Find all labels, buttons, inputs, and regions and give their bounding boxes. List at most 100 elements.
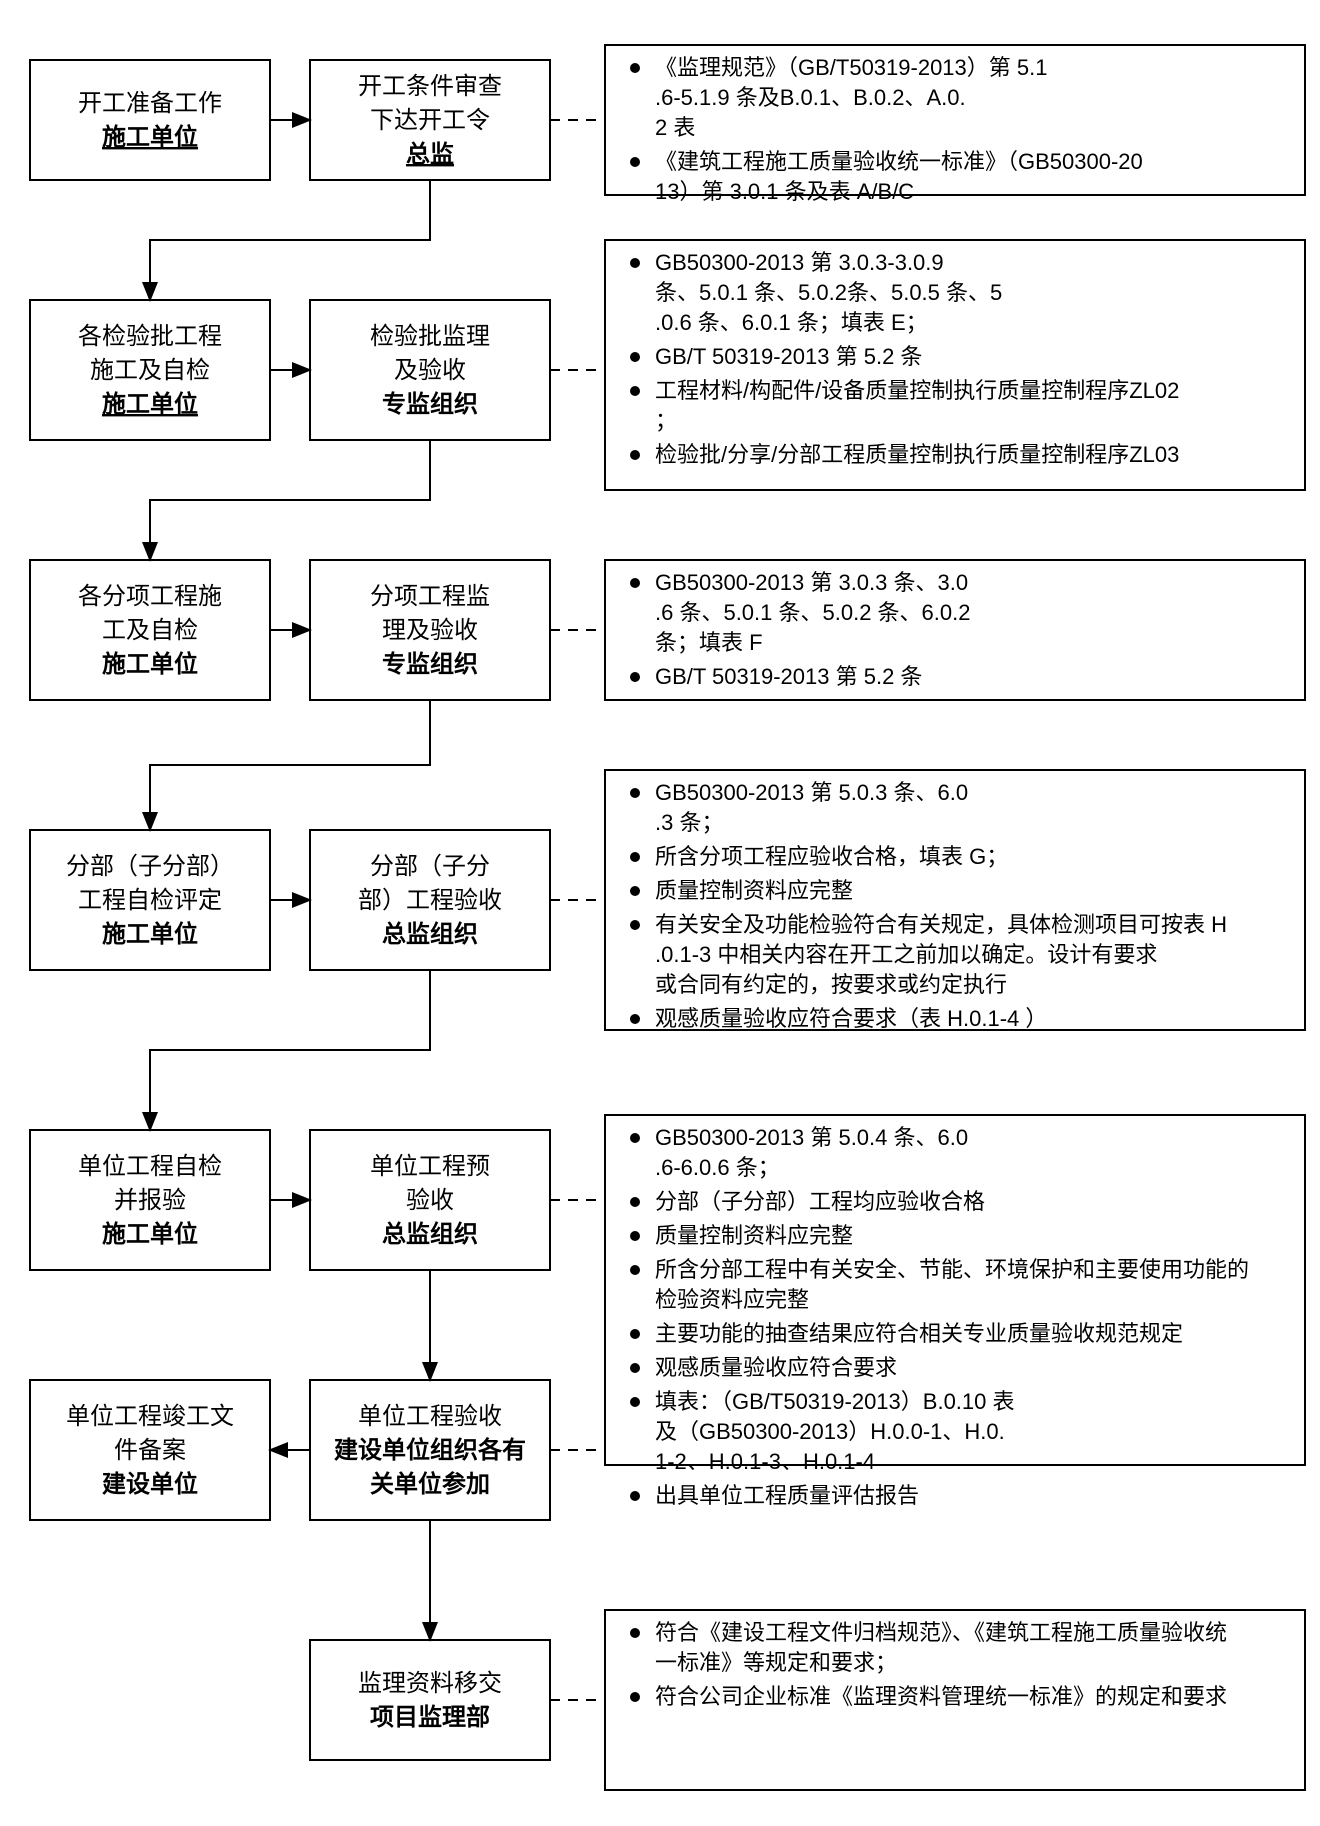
note-text: .6-6.0.6 条； — [655, 1155, 780, 1180]
note-text: 条；填表 F — [655, 630, 763, 655]
node-role: 关单位参加 — [370, 1470, 490, 1498]
note-text: .6-5.1.9 条及B.0.1、B.0.2、A.0. — [655, 85, 966, 110]
node-role: 建设单位 — [102, 1470, 198, 1498]
node-title-line: 下达开工令 — [370, 107, 490, 134]
bullet-icon — [630, 578, 640, 588]
note-text: .6 条、5.0.1 条、5.0.2 条、6.0.2 — [655, 600, 970, 625]
note-text: 质量控制资料应完整 — [655, 878, 853, 903]
note-text: 一标准》等规定和要求； — [655, 1650, 897, 1675]
node-role: 总监 — [406, 140, 454, 168]
node-title-line: 施工及自检 — [90, 357, 210, 384]
note-text: 观感质量验收应符合要求（表 H.0.1-4 ） — [655, 1006, 1047, 1031]
note-text: 填表：（GB/T50319-2013）B.0.10 表 — [655, 1389, 1015, 1414]
arrow — [150, 700, 430, 830]
node-title-line: 工程自检评定 — [78, 887, 222, 914]
note-text: 所含分部工程中有关安全、节能、环境保护和主要使用功能的 — [655, 1257, 1249, 1282]
node-title-line: 并报验 — [114, 1187, 186, 1214]
arrow — [150, 440, 430, 560]
note-text: ； — [655, 408, 677, 433]
note-text: 检验批/分享/分部工程质量控制执行质量控制程序ZL03 — [655, 442, 1179, 467]
bullet-icon — [630, 1397, 640, 1407]
node-title-line: 开工准备工作 — [78, 90, 222, 117]
bullet-icon — [630, 386, 640, 396]
bullet-icon — [630, 788, 640, 798]
note-text: GB/T 50319-2013 第 5.2 条 — [655, 664, 922, 689]
node-title-line: 部）工程验收 — [358, 887, 502, 914]
bullet-icon — [630, 258, 640, 268]
note-text: 《监理规范》（GB/T50319-2013）第 5.1 — [655, 55, 1047, 80]
bullet-icon — [630, 1133, 640, 1143]
node-title-line: 各分项工程施 — [78, 583, 222, 610]
note-text: GB50300-2013 第 3.0.3 条、3.0 — [655, 570, 968, 595]
node-title-line: 检验批监理 — [370, 323, 490, 350]
bullet-icon — [630, 1628, 640, 1638]
bullet-icon — [630, 920, 640, 930]
node-title-line: 工及自检 — [102, 617, 198, 644]
note-text: GB50300-2013 第 5.0.4 条、6.0 — [655, 1125, 968, 1150]
note-text: 《建筑工程施工质量验收统一标准》（GB50300-20 — [655, 149, 1143, 174]
bullet-icon — [630, 1265, 640, 1275]
bullet-icon — [630, 672, 640, 682]
flow-node — [310, 1640, 550, 1760]
bullet-icon — [630, 852, 640, 862]
node-title-line: 开工条件审查 — [358, 73, 502, 100]
node-title-line: 各检验批工程 — [78, 323, 222, 350]
bullet-icon — [630, 1197, 640, 1207]
bullet-icon — [630, 157, 640, 167]
note-text: GB50300-2013 第 3.0.3-3.0.9 — [655, 250, 944, 275]
node-title-line: 单位工程竣工文 — [66, 1403, 234, 1430]
node-role: 总监组织 — [382, 920, 478, 948]
note-text: 工程材料/构配件/设备质量控制执行质量控制程序ZL02 — [655, 378, 1179, 403]
note-text: GB/T 50319-2013 第 5.2 条 — [655, 344, 922, 369]
node-title-line: 分部（子分部） — [66, 853, 234, 880]
note-text: 主要功能的抽查结果应符合相关专业质量验收规范规定 — [655, 1321, 1183, 1346]
note-text: 及（GB50300-2013）H.0.0-1、H.0. — [655, 1419, 1005, 1444]
node-role: 总监组织 — [382, 1220, 478, 1248]
node-title-line: 件备案 — [114, 1437, 186, 1464]
node-role: 施工单位 — [102, 650, 198, 678]
node-role: 施工单位 — [102, 123, 198, 151]
note-text: 检验资料应完整 — [655, 1287, 809, 1312]
node-role: 专监组织 — [382, 650, 478, 678]
note-text: 所含分项工程应验收合格，填表 G； — [655, 844, 1008, 869]
note-text: .3 条； — [655, 810, 723, 835]
node-title-line: 监理资料移交 — [358, 1670, 502, 1697]
bullet-icon — [630, 1014, 640, 1024]
note-text: 出具单位工程质量评估报告 — [655, 1483, 919, 1508]
arrow — [150, 970, 430, 1130]
node-role: 施工单位 — [102, 920, 198, 948]
note-text: 质量控制资料应完整 — [655, 1223, 853, 1248]
node-title-line: 单位工程自检 — [78, 1153, 222, 1180]
note-text: 有关安全及功能检验符合有关规定，具体检测项目可按表 H — [655, 912, 1227, 937]
node-title-line: 及验收 — [394, 357, 466, 384]
node-title-line: 验收 — [406, 1187, 454, 1214]
bullet-icon — [630, 1692, 640, 1702]
bullet-icon — [630, 886, 640, 896]
arrow — [150, 180, 430, 300]
bullet-icon — [630, 63, 640, 73]
note-text: 条、5.0.1 条、5.0.2条、5.0.5 条、5 — [655, 280, 1002, 305]
flowchart-canvas: 开工准备工作施工单位 开工条件审查下达开工令总监 《监理规范》（GB/T50319-… — [0, 0, 1320, 1826]
note-text: .0.1-3 中相关内容在开工之前加以确定。设计有要求 — [655, 942, 1157, 967]
flow-node — [30, 60, 270, 180]
bullet-icon — [630, 450, 640, 460]
node-title-line: 单位工程验收 — [358, 1403, 502, 1430]
bullet-icon — [630, 1231, 640, 1241]
node-role: 项目监理部 — [370, 1703, 490, 1731]
node-role: 施工单位 — [102, 390, 198, 418]
node-title-line: 理及验收 — [382, 617, 478, 644]
note-text: 13）第 3.0.1 条及表 A/B/C — [655, 179, 914, 204]
note-text: .0.6 条、6.0.1 条；填表 E； — [655, 310, 928, 335]
note-text: 符合公司企业标准《监理资料管理统一标准》的规定和要求 — [655, 1684, 1227, 1709]
note-text: 符合《建设工程文件归档规范》、《建筑工程施工质量验收统 — [655, 1620, 1227, 1645]
note-text: GB50300-2013 第 5.0.3 条、6.0 — [655, 780, 968, 805]
node-role: 施工单位 — [102, 1220, 198, 1248]
node-title-line: 分部（子分 — [370, 853, 490, 880]
node-title-line: 单位工程预 — [370, 1153, 490, 1180]
bullet-icon — [630, 1491, 640, 1501]
note-text: 或合同有约定的，按要求或约定执行 — [655, 972, 1007, 997]
note-text: 1-2、H.0.1-3、H.0.1-4 — [655, 1449, 875, 1474]
note-text: 观感质量验收应符合要求 — [655, 1355, 897, 1380]
bullet-icon — [630, 1363, 640, 1373]
node-role: 建设单位组织各有 — [334, 1436, 526, 1464]
